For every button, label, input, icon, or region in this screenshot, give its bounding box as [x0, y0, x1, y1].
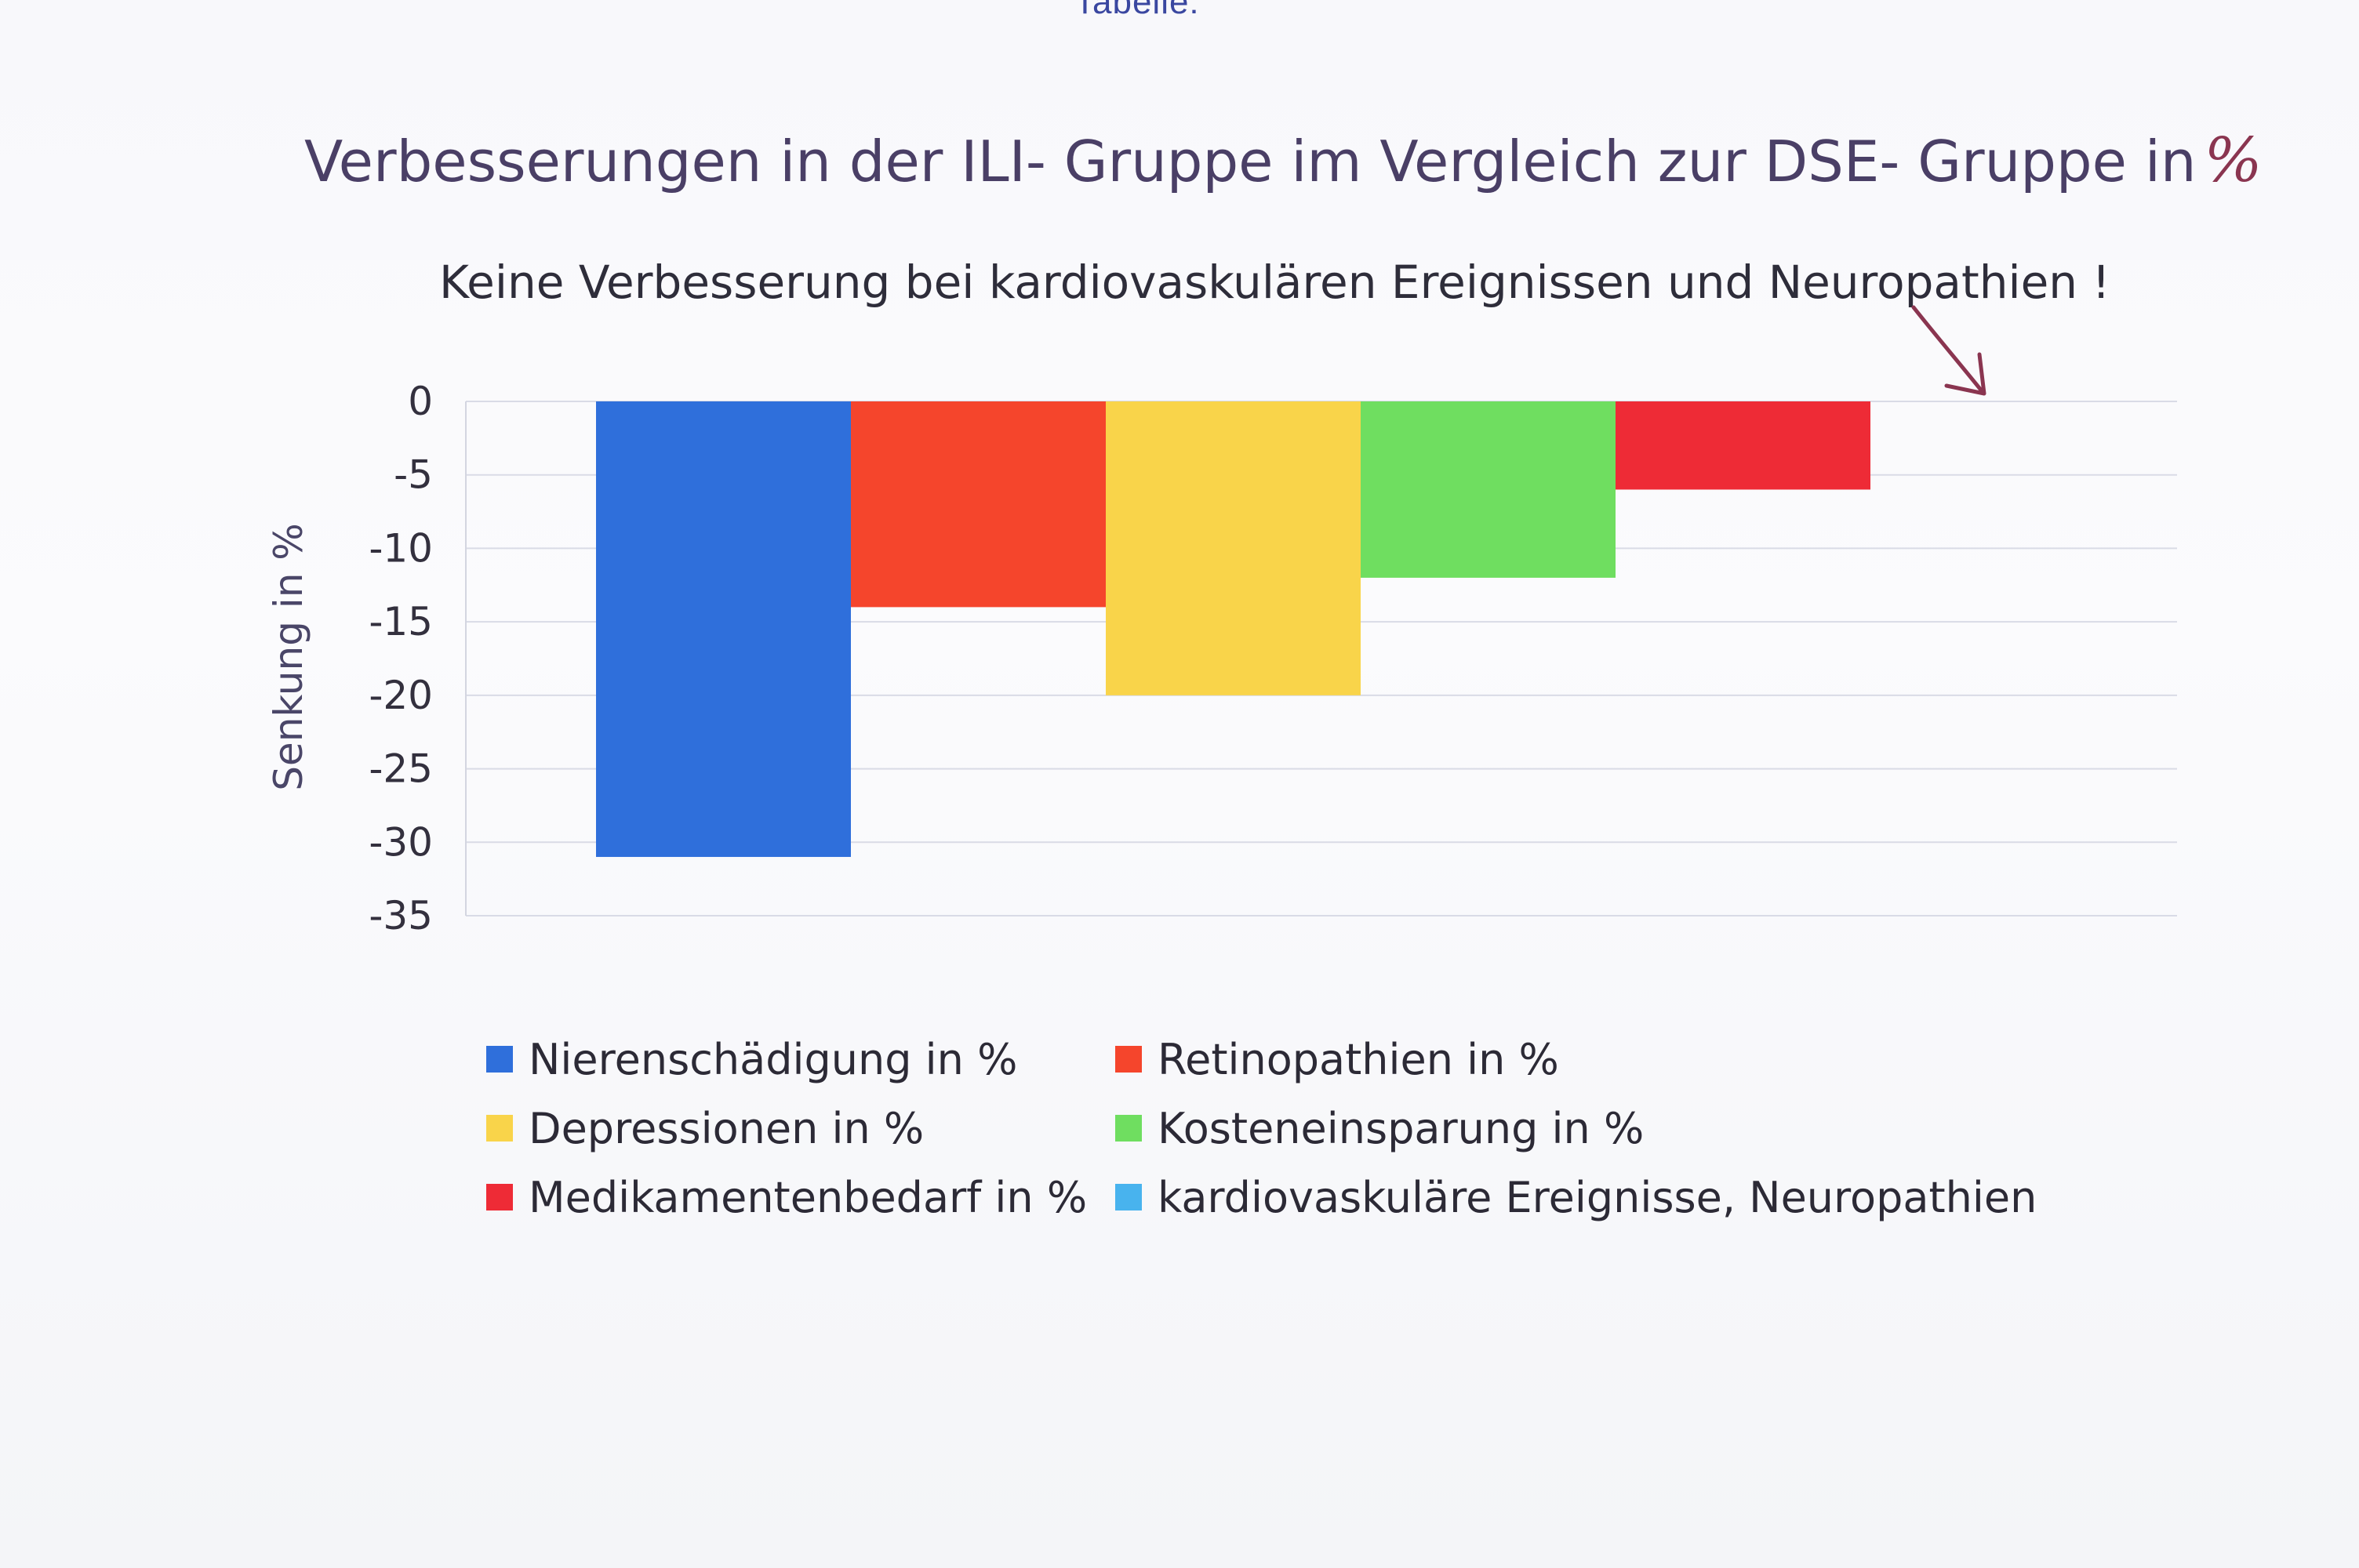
legend-swatch-6	[1115, 1184, 1142, 1210]
chart-subtitle: Keine Verbesserung bei kardiovaskulären …	[439, 256, 2110, 309]
legend-swatch-5	[486, 1184, 513, 1210]
legend-swatch-1	[486, 1046, 513, 1073]
legend-item-5: Medikamentenbedarf in %	[486, 1172, 1115, 1222]
annotation-arrow-shaft	[1911, 305, 1985, 394]
legend-item-3: Depressionen in %	[486, 1103, 1115, 1153]
y-tick-label-6: -30	[369, 819, 433, 865]
annotation-arrow-head	[1944, 352, 1986, 396]
y-tick-label-1: -5	[394, 452, 433, 498]
y-tick-label-3: -15	[369, 599, 433, 644]
legend-item-1: Nierenschädigung in %	[486, 1034, 1115, 1084]
legend-label-2: Retinopathien in %	[1158, 1034, 1559, 1084]
legend: Nierenschädigung in % Retinopathien in % D…	[486, 1034, 2037, 1222]
legend-swatch-3	[486, 1115, 513, 1142]
legend-swatch-2	[1115, 1046, 1142, 1073]
y-tick-label-7: -35	[369, 893, 433, 938]
legend-label-1: Nierenschädigung in %	[529, 1034, 1018, 1084]
legend-label-4: Kosteneinsparung in %	[1158, 1103, 1645, 1153]
bar-3	[1106, 401, 1361, 695]
bar-1	[596, 401, 851, 858]
y-tick-label-0: 0	[408, 379, 433, 424]
bar-5	[1616, 401, 1870, 490]
chart-title: Verbesserungen in der ILI- Gruppe im Ver…	[304, 125, 2263, 196]
chart-title-text: Verbesserungen in der ILI- Gruppe im Ver…	[304, 129, 2197, 194]
legend-label-6: kardiovaskuläre Ereignisse, Neuropathien	[1158, 1172, 2037, 1222]
legend-item-4: Kosteneinsparung in %	[1115, 1103, 1821, 1153]
legend-label-3: Depressionen in %	[529, 1103, 925, 1153]
top-cut-text: Tabelle:	[1074, 0, 1200, 21]
y-tick-label-2: -10	[369, 525, 433, 571]
legend-item-2: Retinopathien in %	[1115, 1034, 1821, 1084]
legend-item-6: kardiovaskuläre Ereignisse, Neuropathien	[1115, 1173, 2037, 1222]
y-axis-label: Senkung in %	[266, 523, 311, 791]
bar-2	[851, 401, 1106, 608]
legend-swatch-4	[1115, 1115, 1142, 1142]
y-tick-label-4: -20	[369, 673, 433, 718]
y-tick-label-5: -25	[369, 746, 433, 792]
legend-label-5: Medikamentenbedarf in %	[529, 1172, 1088, 1222]
bar-4	[1361, 401, 1616, 578]
chart-title-handwritten-percent: %	[2204, 125, 2263, 196]
